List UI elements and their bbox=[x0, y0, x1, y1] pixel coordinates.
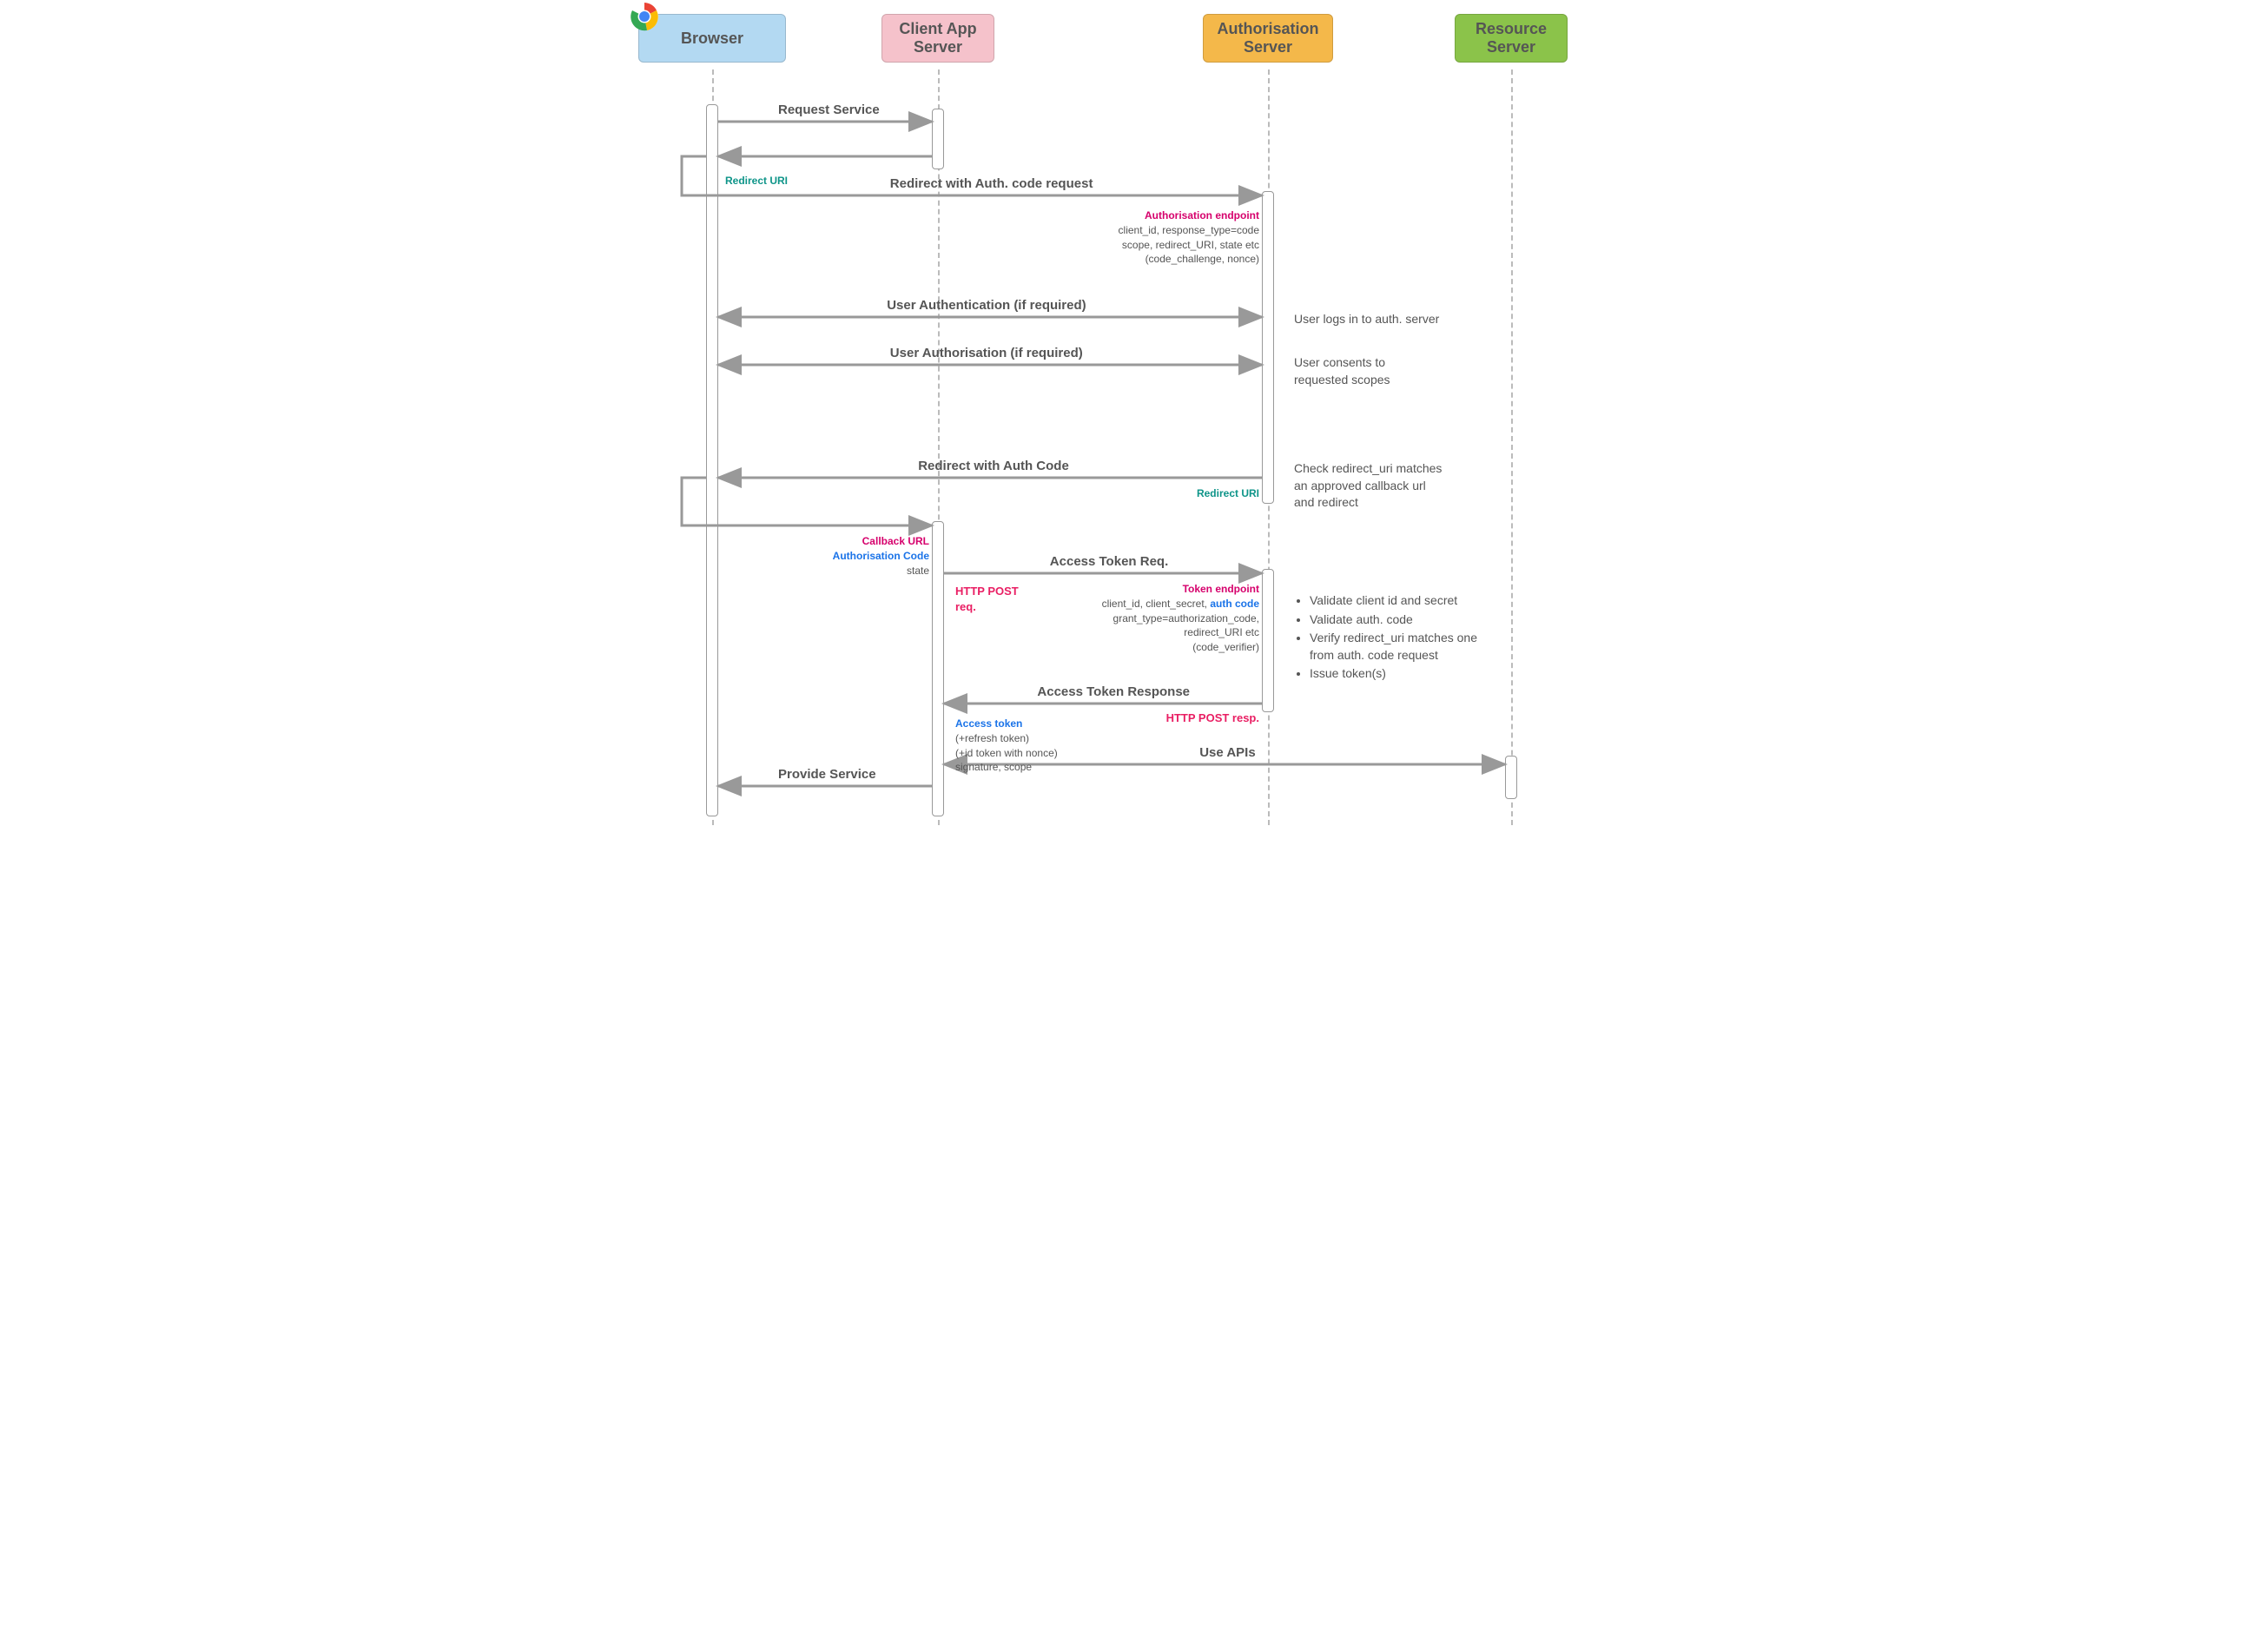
msg-label: Access Token Req. bbox=[1050, 554, 1168, 569]
http-post-resp-note: HTTP POST resp. bbox=[1068, 710, 1259, 726]
token-endpoint-note: Token endpointclient_id, client_secret, … bbox=[1068, 582, 1259, 655]
validation-list: Validate client id and secretValidate au… bbox=[1294, 591, 1494, 684]
msg-label: Redirect with Auth Code bbox=[918, 459, 1069, 473]
user-consent-note: User consents torequested scopes bbox=[1294, 354, 1390, 388]
user-login-note: User logs in to auth. server bbox=[1294, 311, 1439, 328]
msg-label: Request Service bbox=[778, 102, 880, 117]
msg-label: User Authorisation (if required) bbox=[890, 346, 1083, 360]
redirect-uri-label-2: Redirect URI bbox=[1068, 486, 1259, 501]
msg-label: Use APIs bbox=[1199, 745, 1255, 760]
msg-label: User Authentication (if required) bbox=[887, 298, 1086, 313]
callback-note: Callback URLAuthorisation Codestate bbox=[738, 534, 929, 578]
msg-label: Redirect with Auth. code request bbox=[890, 176, 1093, 191]
redirect-check-note: Check redirect_uri matchesan approved ca… bbox=[1294, 460, 1442, 512]
access-token-note: Access token(+refresh token)(+id token w… bbox=[955, 717, 1058, 775]
http-post-req-note: HTTP POSTreq. bbox=[955, 584, 1019, 615]
sequence-diagram: BrowserClient AppServerAuthorisationServ… bbox=[573, 0, 1685, 834]
arrow-layer bbox=[573, 0, 1685, 834]
msg-label: Access Token Response bbox=[1037, 684, 1190, 699]
msg-label: Provide Service bbox=[778, 767, 876, 782]
auth-endpoint-note: Authorisation endpointclient_id, respons… bbox=[1068, 208, 1259, 267]
redirect-uri-label: Redirect URI bbox=[725, 174, 788, 188]
